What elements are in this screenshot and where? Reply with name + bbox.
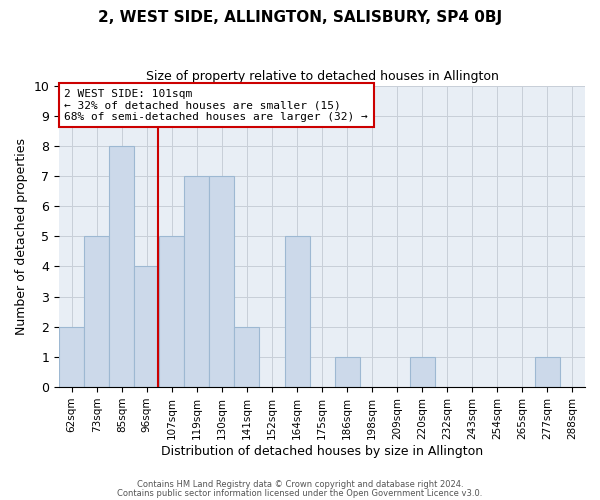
Bar [410, 357, 435, 387]
Bar [184, 176, 209, 387]
Bar [160, 236, 184, 387]
Bar [235, 327, 259, 387]
Bar [535, 357, 560, 387]
Bar [209, 176, 235, 387]
Text: Contains public sector information licensed under the Open Government Licence v3: Contains public sector information licen… [118, 488, 482, 498]
Bar [335, 357, 359, 387]
Y-axis label: Number of detached properties: Number of detached properties [15, 138, 28, 335]
Title: Size of property relative to detached houses in Allington: Size of property relative to detached ho… [146, 70, 499, 83]
Bar [284, 236, 310, 387]
Text: Contains HM Land Registry data © Crown copyright and database right 2024.: Contains HM Land Registry data © Crown c… [137, 480, 463, 489]
Bar [59, 327, 84, 387]
Bar [109, 146, 134, 387]
Text: 2 WEST SIDE: 101sqm
← 32% of detached houses are smaller (15)
68% of semi-detach: 2 WEST SIDE: 101sqm ← 32% of detached ho… [64, 88, 368, 122]
Bar [134, 266, 160, 387]
X-axis label: Distribution of detached houses by size in Allington: Distribution of detached houses by size … [161, 444, 483, 458]
Text: 2, WEST SIDE, ALLINGTON, SALISBURY, SP4 0BJ: 2, WEST SIDE, ALLINGTON, SALISBURY, SP4 … [98, 10, 502, 25]
Bar [84, 236, 109, 387]
